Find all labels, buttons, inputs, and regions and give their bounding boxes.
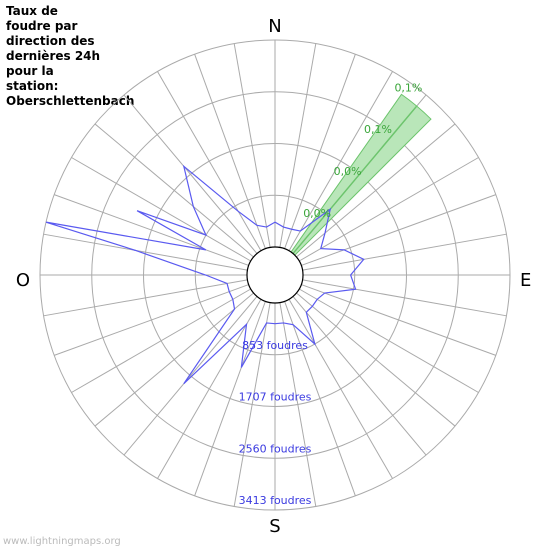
ring-label-green-4: 0,1% <box>394 81 422 94</box>
cardinal-N: N <box>268 16 281 37</box>
polar-chart: N S E O 853 foudres 1707 foudres 2560 foudres… <box>0 0 550 550</box>
ring-label-blue-4: 3413 foudres <box>239 494 312 507</box>
ring-label-blue-2: 1707 foudres <box>239 391 312 404</box>
attribution: www.lightningmaps.org <box>3 536 121 547</box>
ring-label-green-1: 0,0% <box>303 207 331 220</box>
ring-label-blue-3: 2560 foudres <box>239 442 312 455</box>
ring-label-blue-1: 853 foudres <box>242 339 308 352</box>
cardinal-O: O <box>16 270 30 291</box>
cardinal-E: E <box>520 270 531 291</box>
ring-label-green-3: 0,1% <box>364 123 392 136</box>
ring-label-green-2: 0,0% <box>334 165 362 178</box>
cardinal-S: S <box>269 516 280 537</box>
